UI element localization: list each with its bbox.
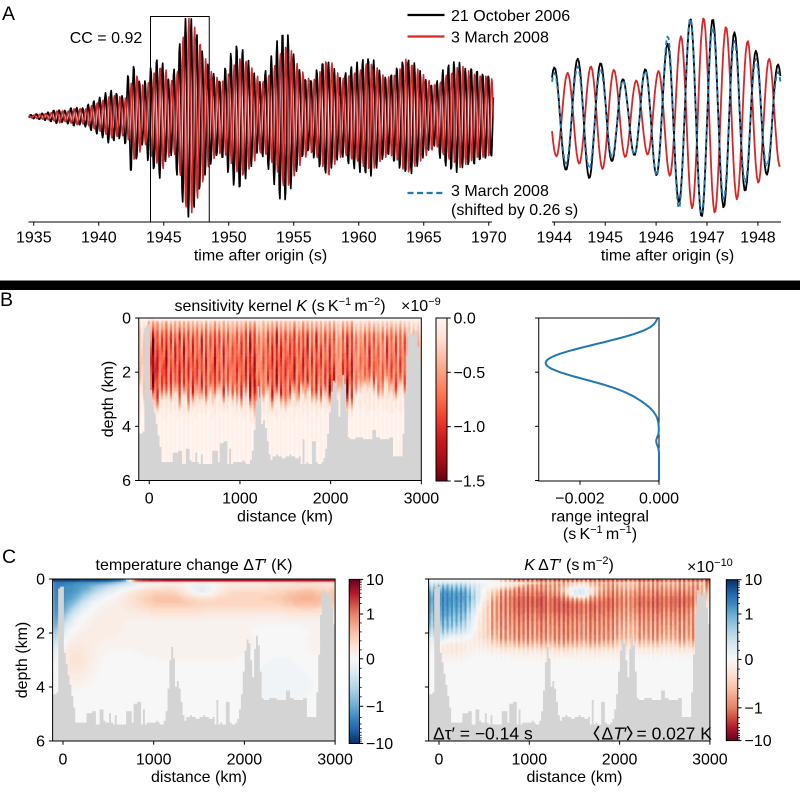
- svg-text:−1.0: −1.0: [454, 419, 486, 436]
- svg-text:0: 0: [435, 752, 444, 769]
- svg-text:Δτ′ = −0.14 s: Δτ′ = −0.14 s: [433, 724, 533, 744]
- svg-text:3000: 3000: [404, 491, 440, 508]
- svg-text:distance (km): distance (km): [237, 509, 333, 526]
- svg-text:depth (km): depth (km): [14, 622, 31, 698]
- svg-text:B: B: [0, 289, 13, 311]
- svg-text:6: 6: [36, 734, 45, 751]
- svg-text:0: 0: [122, 311, 131, 328]
- svg-text:0.0: 0.0: [454, 311, 476, 328]
- svg-text:1946: 1946: [638, 230, 674, 247]
- svg-text:depth (km): depth (km): [100, 361, 117, 437]
- svg-text:2000: 2000: [602, 752, 638, 769]
- svg-text:1945: 1945: [146, 230, 182, 247]
- svg-text:4: 4: [36, 680, 45, 697]
- svg-text:10: 10: [366, 572, 384, 589]
- svg-text:6: 6: [122, 473, 131, 490]
- svg-text:C: C: [2, 546, 16, 568]
- svg-text:−10: −10: [745, 733, 772, 750]
- svg-text:K ΔT′ (s m−2): K ΔT′ (s m−2): [524, 555, 614, 574]
- svg-text:1955: 1955: [276, 230, 312, 247]
- svg-text:1: 1: [745, 607, 754, 624]
- svg-text:10: 10: [745, 572, 763, 589]
- svg-text:0: 0: [366, 651, 375, 668]
- svg-text:2000: 2000: [313, 491, 349, 508]
- svg-text:2000: 2000: [227, 752, 263, 769]
- svg-text:1948: 1948: [740, 230, 776, 247]
- svg-text:(shifted by 0.26 s): (shifted by 0.26 s): [451, 202, 578, 219]
- svg-text:1000: 1000: [512, 752, 548, 769]
- svg-text:2: 2: [122, 365, 131, 382]
- svg-text:distance (km): distance (km): [526, 769, 622, 786]
- svg-text:0: 0: [36, 572, 45, 589]
- svg-text:3000: 3000: [692, 752, 728, 769]
- svg-text:1: 1: [366, 607, 375, 624]
- svg-text:1960: 1960: [341, 230, 377, 247]
- svg-text:1970: 1970: [471, 230, 507, 247]
- svg-text:3 March 2008: 3 March 2008: [451, 183, 549, 200]
- svg-text:= 0.027 K: = 0.027 K: [637, 724, 713, 744]
- svg-text:(s K−1 m−1): (s K−1 m−1): [563, 524, 637, 543]
- svg-text:1944: 1944: [537, 230, 573, 247]
- svg-text:3000: 3000: [317, 752, 353, 769]
- svg-text:−0.002: −0.002: [555, 491, 604, 508]
- svg-text:1000: 1000: [136, 752, 172, 769]
- svg-text:−10: −10: [366, 736, 393, 753]
- svg-text:1940: 1940: [81, 230, 117, 247]
- svg-text:time after origin (s): time after origin (s): [194, 248, 327, 265]
- svg-text:CC = 0.92: CC = 0.92: [70, 30, 143, 47]
- svg-text:range integral: range integral: [551, 509, 649, 526]
- svg-text:0.000: 0.000: [639, 491, 679, 508]
- svg-text:distance (km): distance (km): [151, 769, 247, 786]
- svg-text:1935: 1935: [16, 230, 52, 247]
- svg-text:−1: −1: [366, 699, 384, 716]
- svg-text:0: 0: [745, 652, 754, 669]
- svg-text:4: 4: [122, 419, 131, 436]
- svg-text:2: 2: [36, 626, 45, 643]
- svg-text:−1.5: −1.5: [454, 474, 486, 491]
- svg-text:temperature change ΔT′ (K): temperature change ΔT′ (K): [96, 557, 293, 574]
- svg-text:3 March 2008: 3 March 2008: [451, 30, 549, 47]
- svg-text:time after origin (s): time after origin (s): [601, 248, 734, 265]
- svg-text:1945: 1945: [587, 230, 623, 247]
- svg-text:1950: 1950: [211, 230, 247, 247]
- svg-text:1000: 1000: [222, 491, 258, 508]
- svg-text:0: 0: [59, 752, 68, 769]
- svg-text:sensitivity kernel K (s K−1 m−: sensitivity kernel K (s K−1 m−2): [174, 296, 385, 315]
- svg-text:−0.5: −0.5: [454, 365, 486, 382]
- svg-text:0: 0: [145, 491, 154, 508]
- svg-text:ΔT′: ΔT′: [602, 724, 628, 744]
- svg-text:A: A: [2, 3, 15, 25]
- svg-text:21 October 2006: 21 October 2006: [451, 8, 570, 25]
- svg-text:−1: −1: [745, 700, 763, 717]
- svg-text:1965: 1965: [406, 230, 442, 247]
- svg-text:1947: 1947: [689, 230, 725, 247]
